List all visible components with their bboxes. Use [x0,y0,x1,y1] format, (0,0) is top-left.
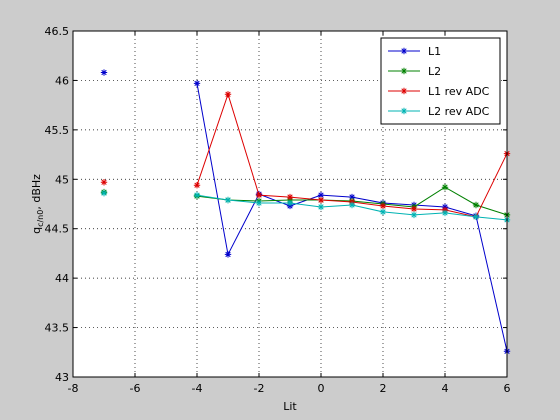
data-point-marker [224,91,232,98]
data-point-marker [255,191,263,199]
data-point-marker [317,191,325,199]
legend-label: L2 rev ADC [428,105,490,118]
data-point-marker [348,193,356,201]
data-point-marker [317,196,325,204]
legend-box [380,37,501,125]
legend-item: L2 rev ADC [388,105,490,118]
data-point-marker [286,193,294,201]
y-tick-label: 44.5 [45,223,70,236]
data-point-marker [472,213,480,221]
data-point-marker [100,69,108,76]
x-tick-label: -6 [130,382,141,395]
y-tick-label: 43 [55,371,69,384]
y-axis-label-rest: , dBHz [30,174,43,210]
legend-label: L2 [428,65,441,78]
x-tick-label: 4 [442,382,449,395]
x-tick-label: 0 [318,382,325,395]
legend-swatch-marker [400,67,408,75]
data-point-marker [100,179,108,186]
data-point-marker [286,199,294,207]
x-axis-label: Lit [283,400,297,413]
data-point-marker [100,189,108,197]
data-point-marker [224,251,232,258]
plot-frame [72,30,508,378]
y-tick-label: 45.5 [45,124,70,137]
data-point-marker [193,191,201,199]
y-axis-label-subscript: c/n0 [36,210,45,227]
y-tick-label: 44 [55,272,69,285]
data-point-marker [472,201,480,209]
y-tick-label: 46 [55,74,69,87]
data-point-marker [193,80,201,87]
legend-item: L2 [388,65,441,78]
legend-label: L1 [428,45,441,58]
legend-item: L1 [388,45,441,58]
x-tick-label: -4 [192,382,203,395]
legend-swatch-marker [400,87,408,95]
data-point-marker [348,201,356,209]
legend-swatch-marker [400,47,408,55]
y-tick-label: 46.5 [45,25,70,38]
y-tick-label: 43.5 [45,322,70,335]
legend-item: L1 rev ADC [388,85,490,98]
legend: L1 L2 L1 rev ADC L2 rev ADC [380,37,501,125]
data-point-marker [224,196,232,204]
data-point-marker [193,182,201,189]
x-tick-label: -8 [68,382,79,395]
data-point-marker [379,202,387,210]
y-tick-label: 45 [55,173,69,186]
data-point-marker [255,199,263,207]
series-l2-rev-adc [100,189,511,224]
y-axis-label-main: q [30,227,43,234]
data-point-marker [317,203,325,211]
data-point-marker [379,208,387,216]
data-point-marker [441,183,449,191]
x-tick-label: -2 [254,382,265,395]
data-point-marker [410,205,418,213]
x-tick-label: 6 [504,382,511,395]
grid-lines [73,31,507,377]
series-layer [100,69,511,355]
legend-swatch-marker [400,107,408,115]
y-axis-label: qc/n0, dBHz [30,174,45,234]
data-point-marker [410,211,418,219]
axis-ticks [72,30,508,378]
legend-label: L1 rev ADC [428,85,490,98]
data-point-marker [441,209,449,217]
x-tick-label: 2 [380,382,387,395]
